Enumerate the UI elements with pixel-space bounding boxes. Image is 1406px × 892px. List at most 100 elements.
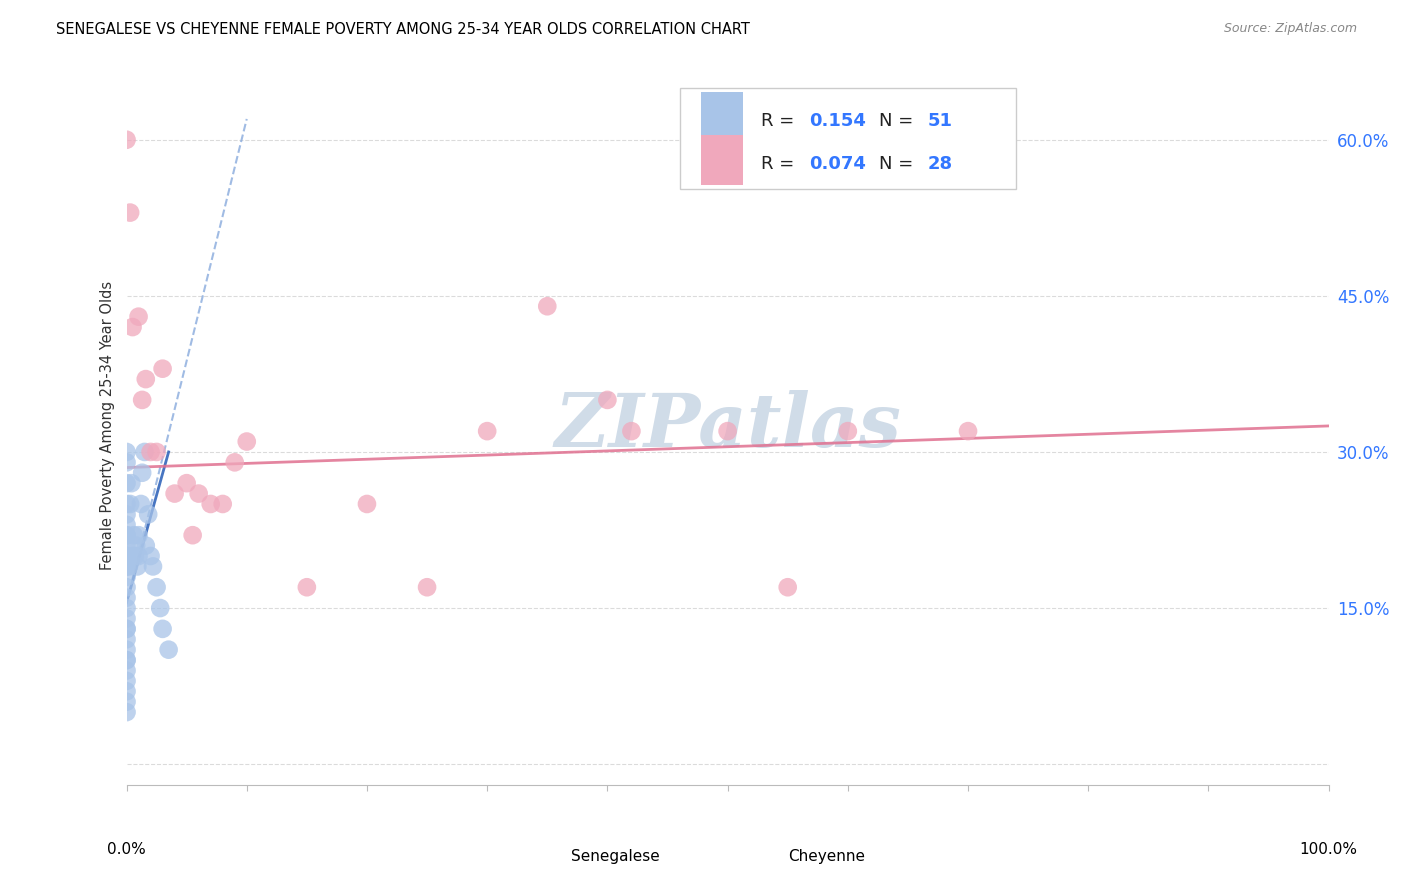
Point [115,601,138,615]
Point [416,580,439,594]
Point [125,539,148,553]
Point [115,642,138,657]
Point [115,591,138,605]
Point [115,549,138,563]
Point [152,622,174,636]
Point [475,424,498,438]
Point [235,434,259,449]
Point [115,695,138,709]
Point [152,361,174,376]
Point [115,632,138,647]
Point [115,684,138,698]
Point [122,528,145,542]
Point [115,476,138,491]
Text: Cheyenne: Cheyenne [787,849,865,864]
Point [115,611,138,625]
Point [136,508,159,522]
Text: ZIPatlas: ZIPatlas [554,390,901,462]
Point [115,508,138,522]
Point [121,549,143,563]
Point [224,455,246,469]
Text: N =: N = [879,112,920,129]
Point [134,445,156,459]
Point [181,528,204,542]
Text: 0.074: 0.074 [810,155,866,173]
Point [211,497,233,511]
Point [115,528,138,542]
Text: N =: N = [879,155,920,173]
Point [115,559,138,574]
Point [131,466,153,480]
Text: Source: ZipAtlas.com: Source: ZipAtlas.com [1223,22,1357,36]
Point [115,559,138,574]
Point [163,486,186,500]
FancyBboxPatch shape [702,135,744,186]
Point [115,528,138,542]
Text: 51: 51 [927,112,952,129]
Text: R =: R = [761,155,800,173]
Point [142,559,165,574]
Point [536,299,558,313]
Point [120,205,142,219]
Point [596,392,619,407]
Point [115,653,138,667]
Text: SENEGALESE VS CHEYENNE FEMALE POVERTY AMONG 25-34 YEAR OLDS CORRELATION CHART: SENEGALESE VS CHEYENNE FEMALE POVERTY AM… [56,22,751,37]
Point [139,549,162,563]
Point [115,664,138,678]
Text: 28: 28 [927,155,952,173]
Point [120,476,142,491]
Text: 0.154: 0.154 [810,112,866,129]
Point [115,133,138,147]
Point [121,320,143,334]
Point [145,445,167,459]
Point [295,580,318,594]
Point [115,445,138,459]
Point [115,539,138,553]
Point [131,392,153,407]
Point [115,517,138,532]
Point [149,601,172,615]
Point [356,497,378,511]
Point [115,455,138,469]
FancyBboxPatch shape [735,838,780,875]
Text: Senegalese: Senegalese [571,849,659,864]
FancyBboxPatch shape [679,88,1017,189]
Point [176,476,198,491]
Text: R =: R = [761,112,800,129]
Point [135,372,157,386]
Point [716,424,740,438]
Point [135,539,157,553]
FancyBboxPatch shape [512,838,557,875]
Point [129,497,152,511]
Point [115,549,138,563]
Point [115,622,138,636]
Point [837,424,859,438]
Point [124,549,146,563]
Point [115,673,138,688]
Point [127,559,149,574]
Point [118,559,141,574]
Point [128,549,150,563]
Point [620,424,643,438]
Point [115,580,138,594]
Text: 100.0%: 100.0% [1299,842,1358,857]
Point [120,497,142,511]
Point [115,570,138,584]
Text: 0.0%: 0.0% [107,842,146,857]
Point [128,310,150,324]
Point [139,445,162,459]
Point [115,705,138,719]
Point [145,580,167,594]
Point [157,642,180,657]
Point [115,622,138,636]
Point [115,497,138,511]
FancyBboxPatch shape [702,92,744,142]
Point [128,528,150,542]
Point [115,653,138,667]
Point [956,424,979,438]
Point [115,549,138,563]
Point [187,486,209,500]
Point [776,580,799,594]
Y-axis label: Female Poverty Among 25-34 Year Olds: Female Poverty Among 25-34 Year Olds [100,281,115,571]
Point [200,497,222,511]
